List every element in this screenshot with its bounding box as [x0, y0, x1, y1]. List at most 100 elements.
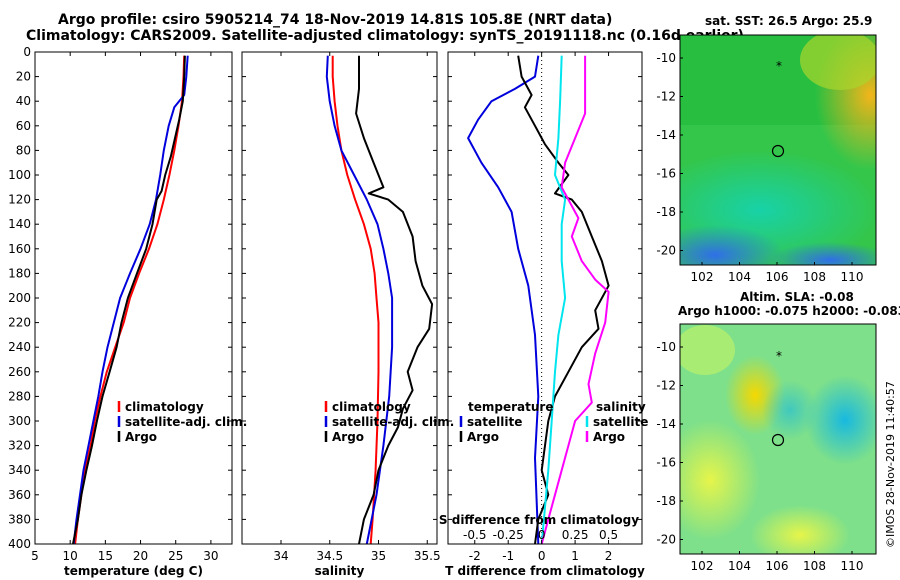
s-axis-label: S difference from climatology — [439, 513, 639, 527]
x-axis-label: T difference from climatology — [445, 564, 645, 578]
legend-item-2: Argo — [332, 430, 364, 444]
y-tick-label: 80 — [16, 143, 31, 157]
map-x-tick-label: 108 — [803, 559, 826, 573]
x-tick-label: 20 — [133, 549, 148, 563]
s-tick-label: 0.25 — [562, 528, 589, 542]
y-tick-label: 0 — [23, 45, 31, 59]
map-y-tick-label: -18 — [656, 494, 676, 508]
map-x-tick-label: 102 — [691, 270, 714, 284]
sla-map — [680, 324, 876, 554]
x-tick-label: 5 — [31, 549, 39, 563]
y-tick-label: 280 — [8, 389, 31, 403]
legend-left-2: Argo — [467, 430, 499, 444]
series-diff-3 — [540, 55, 610, 545]
s-tick-label: 0.5 — [599, 528, 618, 542]
map-x-tick-label: 104 — [728, 270, 751, 284]
x-tick-label: 0 — [538, 549, 546, 563]
sla-map-subtitle: Argo h1000: -0.075 h2000: -0.083 — [678, 304, 900, 318]
legend-right-1: satellite — [593, 415, 648, 429]
series-sal-2 — [355, 55, 434, 545]
legend-item-1: satellite-adj. clim. — [332, 415, 454, 429]
s-tick-label: -0.25 — [493, 528, 524, 542]
y-tick-label: 60 — [16, 119, 31, 133]
y-tick-label: 300 — [8, 414, 31, 428]
map-y-tick-label: -18 — [656, 205, 676, 219]
y-tick-label: 240 — [8, 340, 31, 354]
map-y-tick-label: -16 — [656, 167, 676, 181]
sst-argo-location-marker — [771, 144, 785, 158]
legend-right-2: Argo — [593, 430, 625, 444]
map-y-tick-label: -12 — [656, 379, 676, 393]
y-tick-label: 120 — [8, 193, 31, 207]
s-tick-label: 0 — [538, 528, 546, 542]
sla-float-track-marker: * — [776, 349, 782, 363]
series-diff-2 — [540, 55, 567, 545]
legend-item-0: climatology — [332, 400, 411, 414]
y-tick-label: 100 — [8, 168, 31, 182]
series-temp-2 — [72, 55, 186, 545]
map-y-tick-label: -20 — [656, 244, 676, 258]
series-diff-1 — [517, 55, 610, 545]
series-sal-1 — [325, 55, 394, 545]
y-tick-label: 220 — [8, 316, 31, 330]
y-tick-label: 340 — [8, 463, 31, 477]
map-y-tick-label: -14 — [656, 417, 676, 431]
sla-map-frame — [679, 323, 877, 555]
series-temp-0 — [74, 55, 186, 545]
map-x-tick-label: 110 — [841, 270, 864, 284]
x-tick-label: -1 — [502, 549, 514, 563]
chart-temp: 0 20 40 60 80 100 120 140 160 180 200 220 240 260 280 3… — [8, 45, 247, 578]
map-x-tick-label: 106 — [766, 559, 789, 573]
map-y-tick-label: -14 — [656, 128, 676, 142]
x-tick-label: 25 — [168, 549, 183, 563]
legend-left-1: satellite — [467, 415, 522, 429]
s-tick-label: -0.5 — [463, 528, 486, 542]
series-sal-0 — [331, 55, 380, 545]
sla-argo-location-marker — [771, 433, 785, 447]
y-tick-label: 320 — [8, 439, 31, 453]
x-tick-label: 15 — [98, 549, 113, 563]
map-x-tick-label: 106 — [766, 270, 789, 284]
legend-item-0: climatology — [125, 400, 204, 414]
legend-item-2: Argo — [125, 430, 157, 444]
x-axis-label: temperature (deg C) — [64, 564, 203, 578]
y-tick-label: 180 — [8, 266, 31, 280]
x-tick-label: 30 — [203, 549, 218, 563]
x-tick-label: 10 — [63, 549, 78, 563]
y-tick-label: 20 — [16, 70, 31, 84]
map-y-tick-label: -12 — [656, 90, 676, 104]
x-tick-label: 35 — [371, 549, 386, 563]
map-y-tick-label: -10 — [656, 340, 676, 354]
x-tick-label: 35.5 — [414, 549, 441, 563]
y-tick-label: 380 — [8, 512, 31, 526]
x-tick-label: 2 — [605, 549, 613, 563]
y-tick-label: 360 — [8, 488, 31, 502]
map-y-tick-label: -20 — [656, 533, 676, 547]
x-tick-label: 34 — [273, 549, 288, 563]
series-diff-0 — [467, 55, 540, 545]
sla-map-title: Altim. SLA: -0.08 — [740, 290, 854, 304]
sst-map-frame — [679, 34, 877, 266]
y-tick-label: 140 — [8, 217, 31, 231]
series-temp-1 — [72, 55, 189, 545]
y-tick-label: 40 — [16, 94, 31, 108]
legend-left-0: temperature — [468, 400, 553, 414]
x-axis-label: salinity — [315, 564, 365, 578]
imos-credit: ©IMOS 28-Nov-2019 11:40:57 — [884, 381, 897, 548]
y-tick-label: 260 — [8, 365, 31, 379]
x-tick-label: 1 — [571, 549, 579, 563]
x-tick-label: 34.5 — [316, 549, 343, 563]
sst-map — [680, 35, 876, 265]
legend-item-1: satellite-adj. clim. — [125, 415, 247, 429]
map-x-tick-label: 108 — [803, 270, 826, 284]
sst-map-title: sat. SST: 26.5 Argo: 25.9 — [705, 14, 873, 28]
x-tick-label: -2 — [469, 549, 481, 563]
map-x-tick-label: 110 — [841, 559, 864, 573]
chart-sal: 34 34.5 35 35.5 salinity climatologysatellite… — [241, 51, 454, 578]
sst-float-track-marker: * — [776, 59, 782, 73]
map-y-tick-label: -10 — [656, 51, 676, 65]
y-tick-label: 160 — [8, 242, 31, 256]
title-line-2: Climatology: CARS2009. Satellite-adjuste… — [26, 28, 744, 44]
